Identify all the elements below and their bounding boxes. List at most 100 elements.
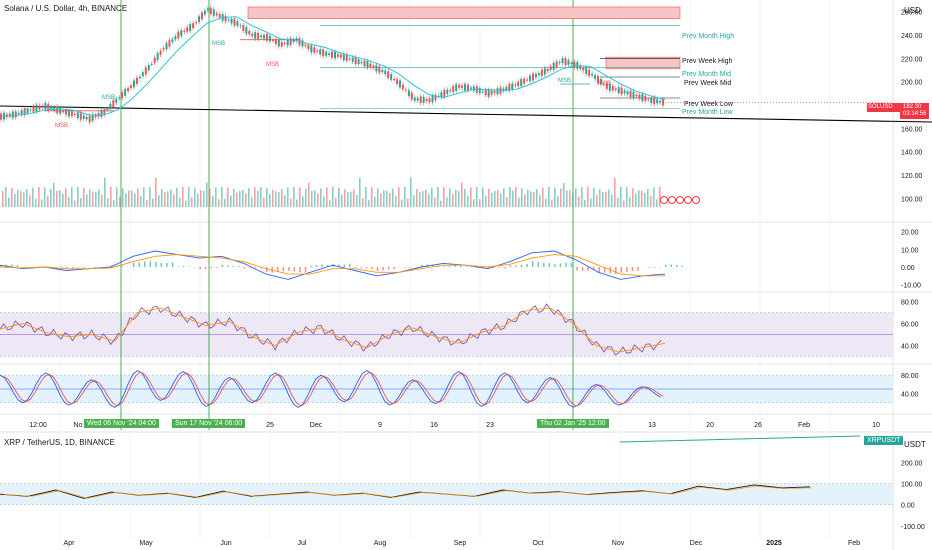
volume-bar [143,187,145,207]
volume-bar [299,187,301,207]
volume-bar [659,187,661,207]
volume-bar [50,188,52,207]
price-badge[interactable]: SOLUSD [867,103,902,112]
label-prev-month-low: Prev Month Low [682,109,733,116]
volume-bar [548,187,550,207]
candle-body [339,54,342,58]
candle-body [351,57,354,62]
candle-body [567,60,570,65]
macd-histogram-bar [620,266,623,273]
chart-title: Solana / U.S. Dollar, 4h, BINANCE [4,4,128,13]
macd-histogram-bar [360,266,362,268]
candle-body [271,39,274,41]
volume-bar [377,188,379,207]
volume-bar [383,190,385,207]
candle-body [159,50,162,55]
candle-body [29,109,32,111]
candle-body [564,58,567,66]
candle-body [662,99,665,106]
volume-bar [80,197,82,207]
candle-body [390,74,393,80]
event-marker-icon [660,196,668,204]
candle-body [378,66,381,73]
volume-bar [569,190,571,207]
volume-bar [275,191,277,207]
msb-label: MSB [558,78,572,84]
volume-bar [446,197,448,207]
stoch-axis-tick: 40.00 [901,392,919,399]
macd-histogram-bar [182,266,185,267]
ticker-badge[interactable]: XRPUSDT [864,436,904,445]
macd-histogram-bar [487,266,490,269]
volume-bar [2,191,4,207]
macd-histogram-bar [432,264,434,267]
macd-histogram-bar [498,266,501,268]
time-axis-tick: 12:00 [29,422,47,429]
candle-body [354,57,357,65]
volume-bar [533,192,535,207]
candle-body [307,45,310,50]
time-axis-tick: 13 [648,422,656,429]
volume-bar [149,187,151,207]
volume-bar [326,187,328,207]
candle-body [198,16,201,22]
lower-time-axis-tick: Sep [454,540,467,547]
macd-histogram-bar [166,263,168,267]
candle-body [635,94,638,97]
candle-body [283,42,286,45]
macd-histogram-bar [232,266,235,267]
volume-bar [212,195,214,207]
volume-bar [164,192,166,207]
candle-body [620,87,623,95]
macd-histogram-bar [266,266,268,273]
volume-bar [32,187,34,207]
volume-bar [404,187,406,207]
macd-histogram-bar [11,264,13,267]
macd-histogram-bar [249,266,251,268]
candle-body [268,36,271,42]
volume-bar [65,188,67,207]
volume-bar [248,188,250,207]
candle-body [490,90,493,95]
volume-bar [452,193,454,207]
candle-body [295,38,298,42]
candle-body [629,90,632,98]
candle-body [195,22,198,24]
candle-body [375,64,378,72]
candle-body [342,53,345,61]
candle-body [520,79,523,87]
candle-body [399,80,401,88]
volume-bar [155,177,157,207]
candle-body [118,97,121,99]
volume-bar [485,195,487,207]
volume-bar [23,192,25,207]
supply-zone [605,56,681,70]
volume-bar [335,198,337,207]
candle-body [162,48,165,50]
volume-bar [440,200,442,207]
candle-body [626,91,629,95]
candle-body [257,32,260,40]
candle-body [245,26,248,34]
macd-histogram-bar [615,266,617,275]
candle-body [239,25,242,27]
volume-bar [290,198,292,207]
volume-bar [494,190,496,207]
candle-body [127,88,130,92]
volume-bar [134,193,136,207]
candle-body [41,105,44,108]
candle-body [212,9,215,16]
macd-histogram-bar [465,266,467,267]
candle-body [455,84,458,92]
candle-body [428,98,431,103]
volume-bar [167,191,169,207]
volume-bar [137,188,139,207]
volume-bar [491,192,493,207]
volume-bar [371,187,373,207]
volume-bar [626,187,628,207]
macd-histogram-bar [376,266,379,271]
macd-histogram-bar [354,266,357,268]
label-prev-week-mid: Prev Week Mid [684,80,732,87]
volume-bar [413,195,415,207]
